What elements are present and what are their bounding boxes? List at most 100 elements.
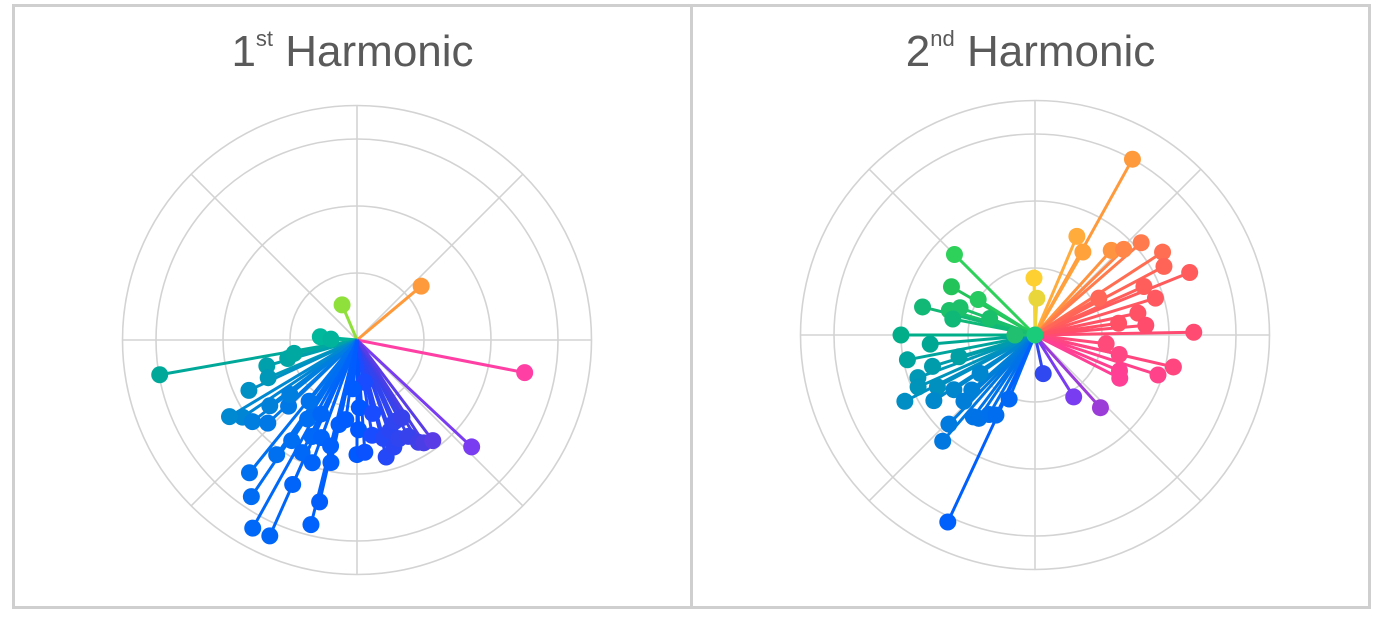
data-point [898,351,916,369]
data-point [987,406,1005,424]
data-line [904,333,1036,403]
data-point [1115,240,1133,258]
data-point [971,364,989,382]
data-point [1137,316,1155,334]
data-point [914,298,932,316]
data-point [322,454,340,472]
data-point [261,397,279,415]
data-point [281,385,299,403]
data-point [942,278,960,296]
data-point [925,392,943,410]
data-line [307,339,359,403]
data-point [283,432,301,450]
data-point [356,443,374,461]
data-point [945,245,963,263]
chart-title-2nd-harmonic: 2nd Harmonic [693,26,1368,77]
data-point [950,348,968,366]
data-point [322,437,340,455]
data-line [355,339,435,442]
data-line [1033,334,1075,398]
data-point [1090,289,1108,307]
data-point [344,380,362,398]
data-point [1132,234,1150,252]
data-point [285,344,303,362]
data-line [953,253,1037,337]
data-point [1111,369,1129,387]
panel-1st-harmonic: 1st Harmonic [15,7,690,606]
data-point [300,392,318,410]
data-points [892,150,1203,531]
data-point [312,405,330,423]
data-point [1181,264,1199,282]
data-point [981,310,999,328]
data-point [1097,335,1115,353]
data-point [923,357,941,375]
data-point [1123,150,1141,168]
data-points [151,277,534,545]
panel-divider [690,4,693,609]
data-line [1033,333,1102,409]
data-point [1025,269,1043,287]
data-line [1033,235,1079,336]
data-point [350,421,368,439]
title-number: 2 [905,27,931,76]
data-point [1034,365,1052,383]
data-point [939,513,957,531]
data-point [333,296,351,314]
data-point [909,378,927,396]
data-point [1110,345,1128,363]
data-point [1164,358,1182,376]
data-point [1129,304,1147,322]
title-superscript: nd [930,26,955,52]
data-point [261,527,279,545]
polar-chart-2nd-harmonic [799,99,1271,571]
data-line [1033,251,1085,336]
data-line [1034,330,1194,337]
data-line [356,285,423,342]
data-point [1006,326,1024,344]
data-point [1065,388,1083,406]
data-point [311,493,329,511]
data-point [463,438,481,456]
data-line [1034,333,1121,380]
data-line [1034,321,1119,337]
data-point [1154,243,1172,261]
data-point [969,290,987,308]
data-point [322,330,340,348]
chart-title-1st-harmonic: 1st Harmonic [15,26,690,77]
polar-chart-1st-harmonic [121,104,593,576]
data-line [1034,296,1156,337]
data-line [941,334,1037,443]
data-point [940,415,958,433]
data-point [221,408,239,426]
data-point [945,381,963,399]
data-point [299,410,317,428]
data-point [1000,390,1018,408]
data-point [1028,289,1046,307]
title-text: Harmonic [273,27,474,76]
panel-2nd-harmonic: 2nd Harmonic [693,7,1368,606]
data-point [1155,257,1173,275]
data-point [955,392,973,410]
data-point [892,326,910,344]
data-point [1149,366,1167,384]
data-point [1074,243,1092,261]
data-line [355,338,473,449]
grid-spoke [190,173,358,341]
title-text: Harmonic [954,27,1156,76]
data-point [1146,289,1164,307]
data-point [244,519,262,537]
data-point [350,399,368,417]
data-point [934,432,952,450]
data-point [268,446,286,464]
title-superscript: st [255,26,274,52]
data-point [302,516,320,534]
data-line [320,339,359,439]
data-point [259,369,277,387]
data-point [928,378,946,396]
data-point [303,454,321,472]
data-point [240,464,258,482]
data-point [944,310,962,328]
data-point [412,277,430,295]
data-point [516,364,534,382]
